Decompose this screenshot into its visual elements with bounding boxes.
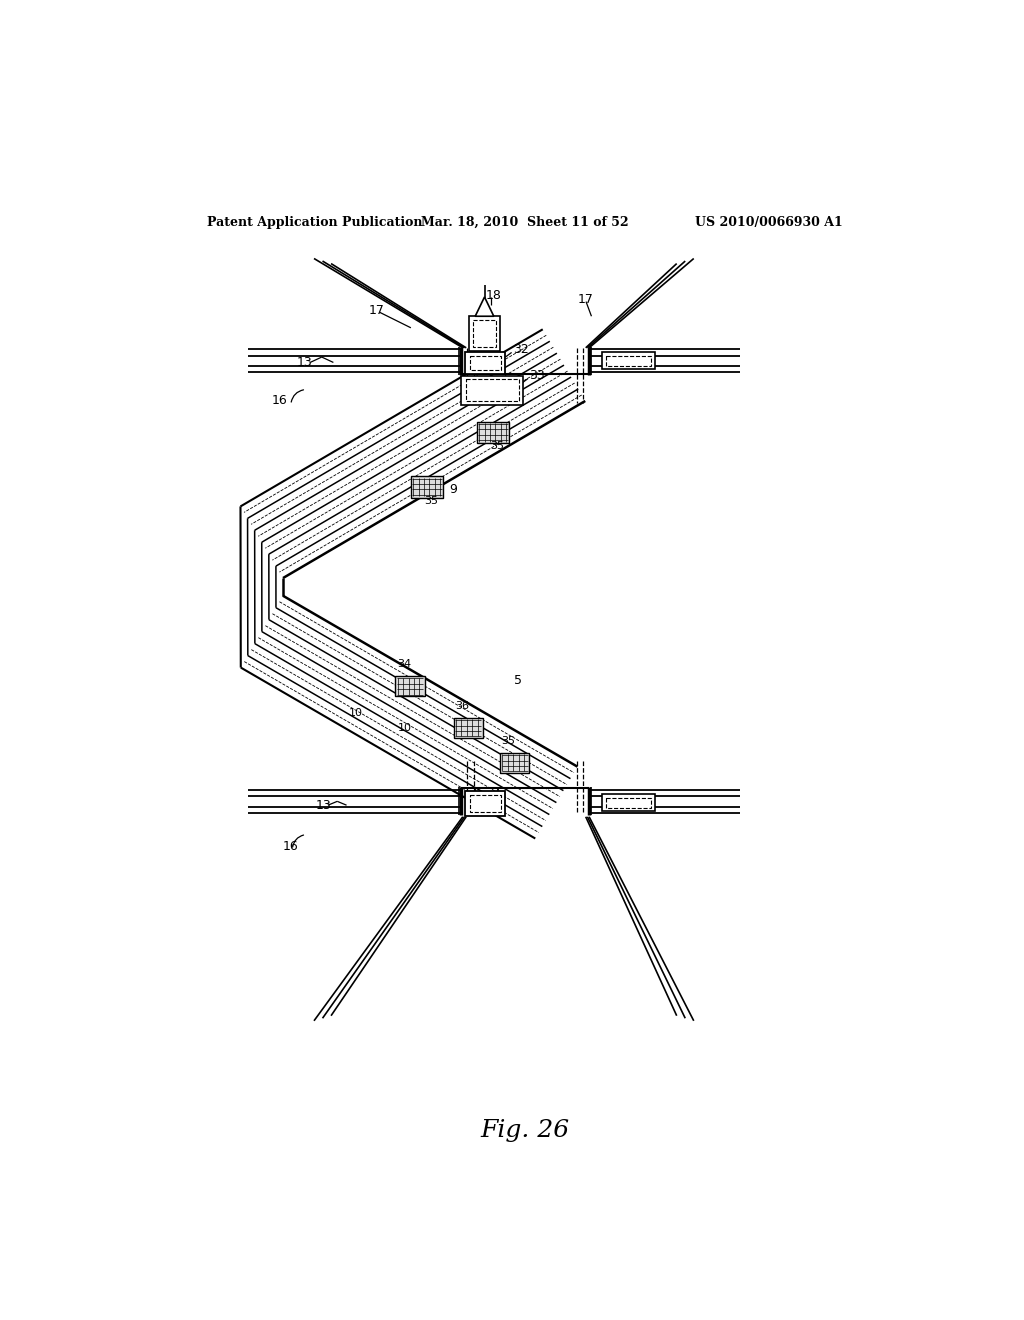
Bar [473,321,496,347]
Text: US 2010/0066930 A1: US 2010/0066930 A1 [695,216,843,230]
Text: 35: 35 [502,735,515,746]
Bar [500,752,529,774]
Text: 32: 32 [513,343,529,356]
Bar [500,752,529,774]
Text: 35: 35 [489,441,504,451]
Bar [477,421,509,444]
Bar [470,795,501,812]
Text: 18: 18 [486,289,502,302]
Text: 13: 13 [315,799,332,812]
Text: 5: 5 [514,675,522,686]
Bar [466,379,518,401]
Polygon shape [475,297,494,317]
Text: Patent Application Publication: Patent Application Publication [207,216,423,230]
Text: 34: 34 [397,659,411,669]
Text: 35: 35 [424,496,438,506]
Bar [465,792,506,816]
Text: 36: 36 [455,701,469,710]
Bar [454,718,483,738]
Text: 17: 17 [369,304,384,317]
Text: 16: 16 [271,395,287,408]
Bar [477,421,509,444]
Text: 10: 10 [397,723,412,733]
Text: 17: 17 [578,293,593,306]
Bar [411,477,443,498]
Bar [395,676,425,696]
Text: 33: 33 [529,370,545,381]
Text: 9: 9 [450,483,458,496]
Bar [411,477,443,498]
Bar [602,352,655,370]
Bar [602,795,655,812]
Bar [470,356,501,370]
Text: 10: 10 [349,708,362,718]
Bar [454,718,483,738]
Bar [606,797,651,808]
Text: 16: 16 [283,840,299,853]
Bar [465,352,506,374]
Bar [606,355,651,367]
Bar [461,376,523,405]
Text: Mar. 18, 2010  Sheet 11 of 52: Mar. 18, 2010 Sheet 11 of 52 [421,216,629,230]
Bar [469,317,500,351]
Bar [395,676,425,696]
Text: 13: 13 [297,356,312,370]
Text: Fig. 26: Fig. 26 [480,1119,569,1142]
